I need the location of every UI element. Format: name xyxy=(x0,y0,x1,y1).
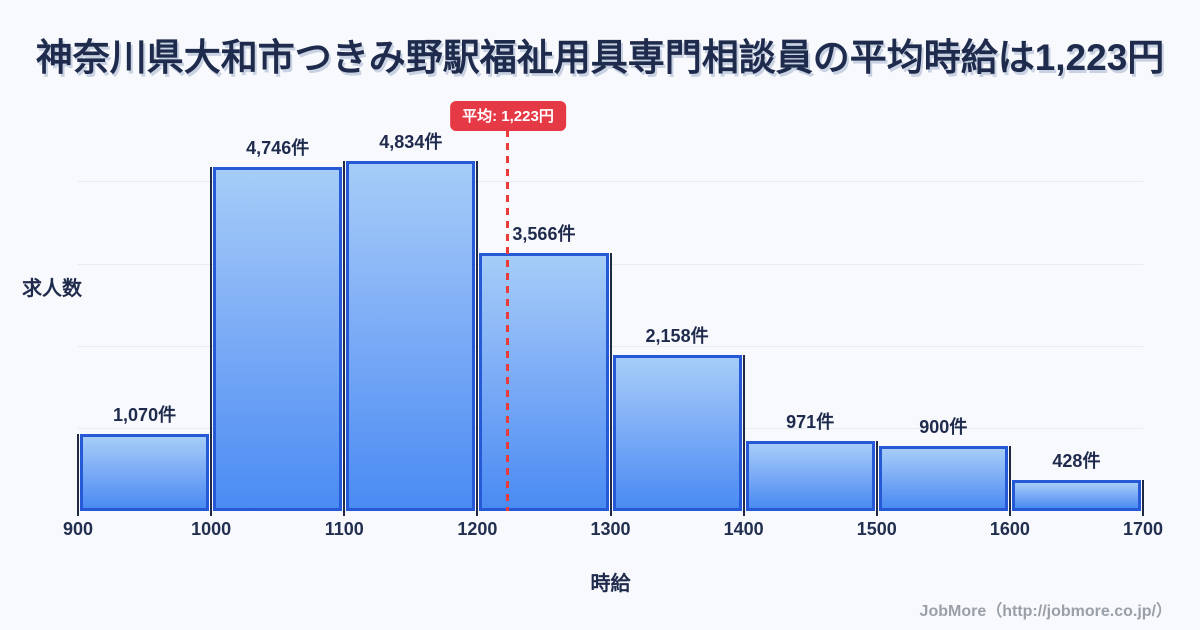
x-axis-tick xyxy=(476,161,479,516)
y-axis-label: 求人数 xyxy=(22,278,82,300)
x-tick-label-1200: 1200 xyxy=(457,519,498,539)
x-tick-label-1700: 1700 xyxy=(1122,519,1164,539)
x-axis-tick xyxy=(77,434,79,516)
bar-value-label: 2,158件 xyxy=(645,326,709,346)
histogram-bar-1100-1200 xyxy=(346,161,476,511)
average-badge: 平均: 1,223円 xyxy=(450,101,566,131)
x-tick-label-1000: 1000 xyxy=(191,519,232,539)
histogram-bar-1300-1400 xyxy=(612,355,742,511)
x-tick-label-900: 900 xyxy=(62,519,94,539)
x-axis-tick xyxy=(742,355,745,516)
x-tick-label-1300: 1300 xyxy=(590,519,631,539)
x-axis-tick xyxy=(1142,480,1144,516)
x-tick-label-1600: 1600 xyxy=(989,519,1030,539)
page-title: 神奈川県大和市つきみ野駅福祉用具専門相談員の平均時給は1,223円 xyxy=(35,37,1165,78)
bar-value-label: 1,070件 xyxy=(113,405,177,425)
histogram-bar-1500-1600 xyxy=(878,446,1008,511)
x-axis-tick xyxy=(875,441,878,516)
x-axis-tick xyxy=(609,253,612,516)
average-marker-line xyxy=(506,130,510,511)
bar-value-label: 428件 xyxy=(1052,451,1101,471)
histogram-bar-1600-1700 xyxy=(1011,480,1141,511)
histogram-bar-1000-1100 xyxy=(213,167,343,511)
x-tick-label-1100: 1100 xyxy=(324,519,364,539)
x-axis-label: 時給 xyxy=(590,573,631,595)
histogram-bar-1200-1300 xyxy=(479,253,609,511)
gridline xyxy=(78,181,1143,182)
x-tick-label-1500: 1500 xyxy=(856,519,897,539)
x-axis-tick xyxy=(1008,446,1011,516)
histogram-bar-1400-1500 xyxy=(745,441,875,511)
bar-value-label: 4,834件 xyxy=(379,132,443,152)
x-axis-tick xyxy=(210,167,213,516)
bar-value-label: 3,566件 xyxy=(512,224,576,244)
x-tick-label-1400: 1400 xyxy=(723,519,764,539)
footer-credit: JobMore（http://jobmore.co.jp/） xyxy=(919,603,1172,620)
x-axis-tick xyxy=(343,161,346,516)
bar-value-label: 900件 xyxy=(919,417,968,437)
histogram-bar-900-1000 xyxy=(80,434,210,511)
histogram-plot-area: 1,070件 4,746件 4,834件 3,566件 2,158件 971件 900件 42… xyxy=(77,130,1144,516)
bar-value-label: 971件 xyxy=(786,412,835,432)
bar-value-label: 4,746件 xyxy=(246,138,310,158)
